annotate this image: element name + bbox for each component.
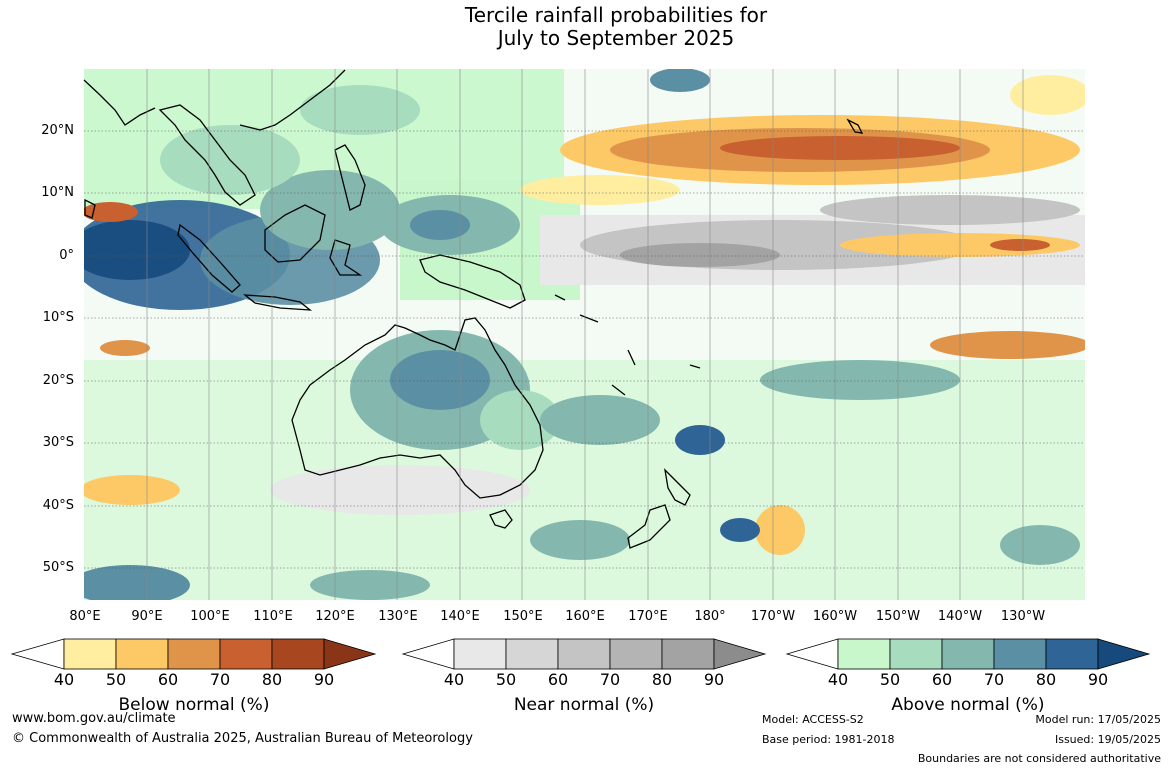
lon-label-130w: 130°W [1000, 609, 1046, 624]
lon-label-120e: 120°E [315, 609, 355, 624]
lon-label-130e: 130°E [378, 609, 418, 624]
lat-label-10n: 10°N [41, 185, 74, 200]
lat-label-20n: 20°N [41, 123, 74, 138]
lon-label-100e: 100°E [190, 609, 230, 624]
cbar-below-seg-5 [271, 638, 325, 670]
coastlines [83, 69, 864, 549]
lon-label-160e: 160°E [565, 609, 605, 624]
cbar-near-tick: 90 [703, 670, 725, 689]
cbar-near-tick: 60 [547, 670, 569, 689]
lat-label-40s: 40°S [42, 498, 74, 513]
lat-label-30s: 30°S [42, 435, 74, 450]
title-line-2: July to September 2025 [497, 26, 735, 50]
cbar-below-seg-2 [115, 638, 169, 670]
meridians [146, 69, 1024, 600]
cbar-near-seg-3 [557, 638, 611, 670]
lon-label-170w: 170°W [750, 609, 796, 624]
title-line-1: Tercile rainfall probabilities for [464, 3, 768, 27]
cbar-below-seg-4 [219, 638, 273, 670]
cbar-above-seg-3 [941, 638, 995, 670]
map-field [84, 69, 1085, 600]
cbar-above-tick: 80 [1035, 670, 1057, 689]
cbar-near-seg-1 [453, 638, 507, 670]
cbar-below-tick: 60 [157, 670, 179, 689]
model-run-text: Model run: 17/05/2025 [1035, 713, 1161, 726]
lon-label-170e: 170°E [628, 609, 668, 624]
cbar-near-seg-4 [609, 638, 663, 670]
cbar-near-tick: 50 [495, 670, 517, 689]
cbar-below-tick: 40 [53, 670, 75, 689]
lon-label-90e: 90°E [131, 609, 163, 624]
colorbar-below-normal [10, 638, 377, 670]
cbar-above-seg-4 [993, 638, 1047, 670]
lon-label-160w: 160°W [812, 609, 858, 624]
cbar-near-tick: 40 [443, 670, 465, 689]
cbar-near-seg-6 [713, 638, 767, 670]
lon-label-140w: 140°W [937, 609, 983, 624]
cbar-above-tick: 70 [983, 670, 1005, 689]
cbar-below-seg-1 [63, 638, 117, 670]
cbar-above-tick: 90 [1087, 670, 1109, 689]
lon-label-110e: 110°E [253, 609, 293, 624]
cbar-near-seg-2 [505, 638, 559, 670]
lon-label-180: 180° [694, 609, 726, 624]
cbar-above-tick: 60 [931, 670, 953, 689]
probability-map [83, 69, 1085, 600]
lat-label-10s: 10°S [42, 310, 74, 325]
copyright-text: © Commonwealth of Australia 2025, Austra… [12, 731, 473, 746]
lon-label-150e: 150°E [503, 609, 543, 624]
disclaimer-text: Boundaries are not considered authoritat… [917, 752, 1161, 765]
website-link[interactable]: www.bom.gov.au/climate [12, 711, 176, 726]
lon-label-150w: 150°W [875, 609, 921, 624]
colorbars [10, 638, 1151, 670]
cbar-below-tick: 50 [105, 670, 127, 689]
map-title: Tercile rainfall probabilities for July … [0, 4, 1173, 50]
colorbar-near-normal [401, 638, 767, 670]
cbar-below-tick: 90 [313, 670, 335, 689]
lon-label-140e: 140°E [440, 609, 480, 624]
cbar-above-seg-5 [1045, 638, 1099, 670]
cbar-below-tick: 70 [209, 670, 231, 689]
graticule [84, 130, 1085, 569]
cbar-near-tick: 80 [651, 670, 673, 689]
cbar-above-seg-1 [837, 638, 891, 670]
cbar-below-seg-3 [167, 638, 221, 670]
lat-label-0: 0° [59, 248, 74, 263]
lon-label-80e: 80°E [69, 609, 101, 624]
model-text: Model: ACCESS-S2 [762, 713, 864, 726]
lat-label-50s: 50°S [42, 560, 74, 575]
base-period-text: Base period: 1981-2018 [762, 733, 895, 746]
colorbar-above-normal [785, 638, 1151, 670]
cbar-above-seg-6 [1097, 638, 1151, 670]
cbar-near-title: Near normal (%) [513, 695, 655, 715]
cbar-above-seg-2 [889, 638, 943, 670]
cbar-below-title: Below normal (%) [118, 695, 270, 715]
cbar-above-tick: 50 [879, 670, 901, 689]
cbar-near-tick: 70 [599, 670, 621, 689]
issued-text: Issued: 19/05/2025 [1054, 733, 1161, 746]
lat-label-20s: 20°S [42, 373, 74, 388]
cbar-below-tick: 80 [261, 670, 283, 689]
cbar-above-tick: 40 [827, 670, 849, 689]
cbar-above-title: Above normal (%) [891, 695, 1045, 715]
cbar-below-seg-6 [323, 638, 377, 670]
cbar-near-seg-5 [661, 638, 715, 670]
